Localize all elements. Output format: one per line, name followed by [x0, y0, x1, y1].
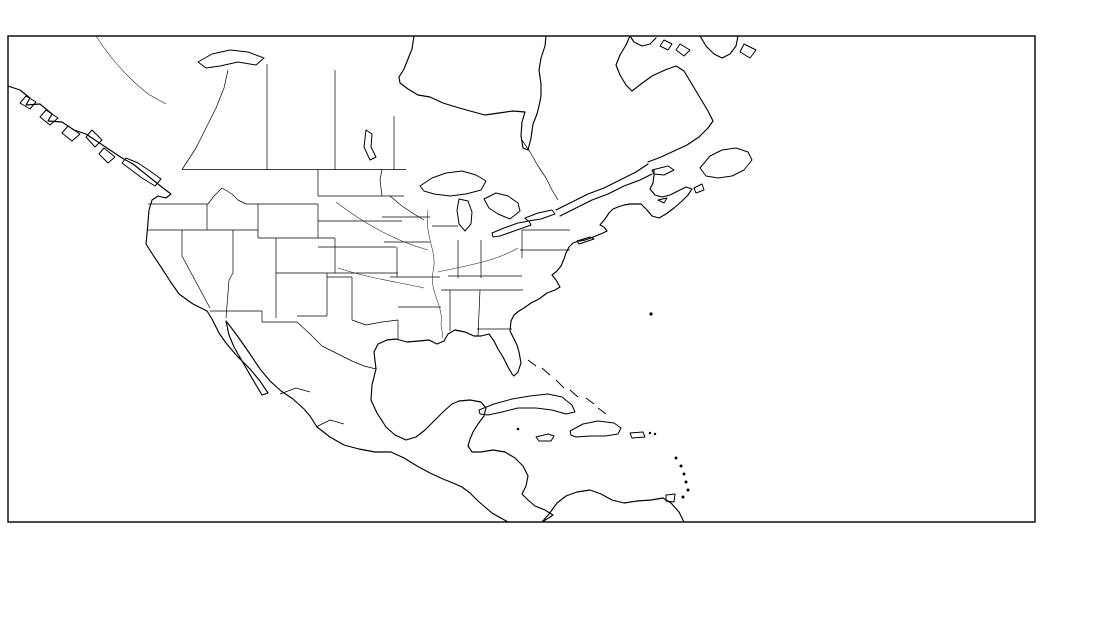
coastline-labrador [615, 36, 714, 163]
lake-ontario [524, 209, 556, 222]
puerto-rico [629, 431, 646, 439]
mississippi-river [427, 209, 444, 339]
coastline-mexico-caribbean [370, 368, 554, 522]
bahamas [527, 359, 607, 415]
st-lawrence-south-bank [559, 173, 653, 217]
map-frame [7, 35, 1036, 523]
arkansas-river [337, 267, 425, 289]
newfoundland [699, 147, 753, 179]
baffin-coast [699, 36, 739, 59]
coastline-layer [8, 36, 757, 522]
rivers [335, 201, 519, 339]
coastline-west-pacific [8, 85, 509, 522]
great-slave-lake [197, 49, 265, 69]
hispaniola [569, 420, 622, 438]
coastline-colombia-venezuela [541, 489, 685, 522]
trinidad [665, 493, 676, 503]
lake-michigan [456, 198, 473, 232]
anticosti-island [651, 165, 675, 176]
jamaica [535, 433, 555, 442]
arctic-island-1 [659, 39, 673, 51]
lake-huron [483, 192, 521, 220]
arctic-island-3 [739, 43, 757, 59]
coastline-hudson-bay [398, 36, 547, 151]
cuba [478, 393, 576, 416]
arctic-island-2 [675, 43, 691, 57]
cape-breton [693, 183, 705, 194]
mackenzie-river [95, 36, 167, 105]
st-lawrence-north-bank [555, 163, 649, 211]
lake-erie [491, 220, 532, 238]
ohio-river [437, 247, 519, 273]
lesser-antilles-dots [516, 312, 690, 499]
coastline-arctic-top [629, 36, 657, 47]
coastline-gulf-eastcoast [373, 169, 693, 377]
political-borders [147, 64, 570, 428]
bermuda-dot [649, 312, 653, 316]
missouri-river [335, 201, 429, 251]
vancouver-island [121, 157, 162, 187]
lake-superior [419, 170, 487, 197]
lake-winnipeg [363, 129, 377, 161]
long-island [576, 236, 595, 245]
prince-edward-island [657, 197, 668, 204]
bc-alaska-islands [19, 95, 162, 187]
